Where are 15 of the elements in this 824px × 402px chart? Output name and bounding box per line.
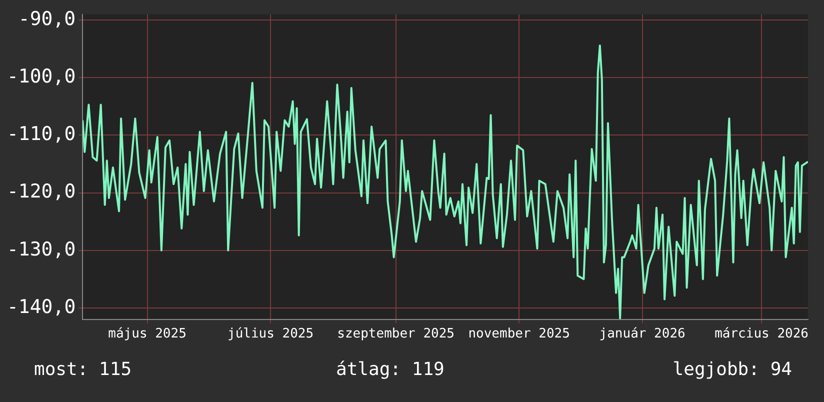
x-tick-label: július 2025 [227,326,314,342]
y-tick-label: -130,0 [6,238,76,260]
y-tick-label: -120,0 [6,180,76,203]
text: most: 115 [34,359,132,380]
text: legjobb: 94 [672,359,792,380]
x-tick-label: november 2025 [468,326,570,342]
y-tick-label: -110,0 [6,123,76,146]
y-tick-label: -100,0 [6,66,76,88]
x-tick-label: január 2026 [599,326,686,342]
text: átlag: 119 [336,359,444,380]
y-tick-label: -90,0 [18,8,76,30]
x-tick-label: május 2025 [108,326,186,342]
y-tick-label: -140,0 [6,296,76,318]
x-tick-label: március 2026 [714,326,808,342]
x-tick-label: szeptember 2025 [337,326,455,342]
